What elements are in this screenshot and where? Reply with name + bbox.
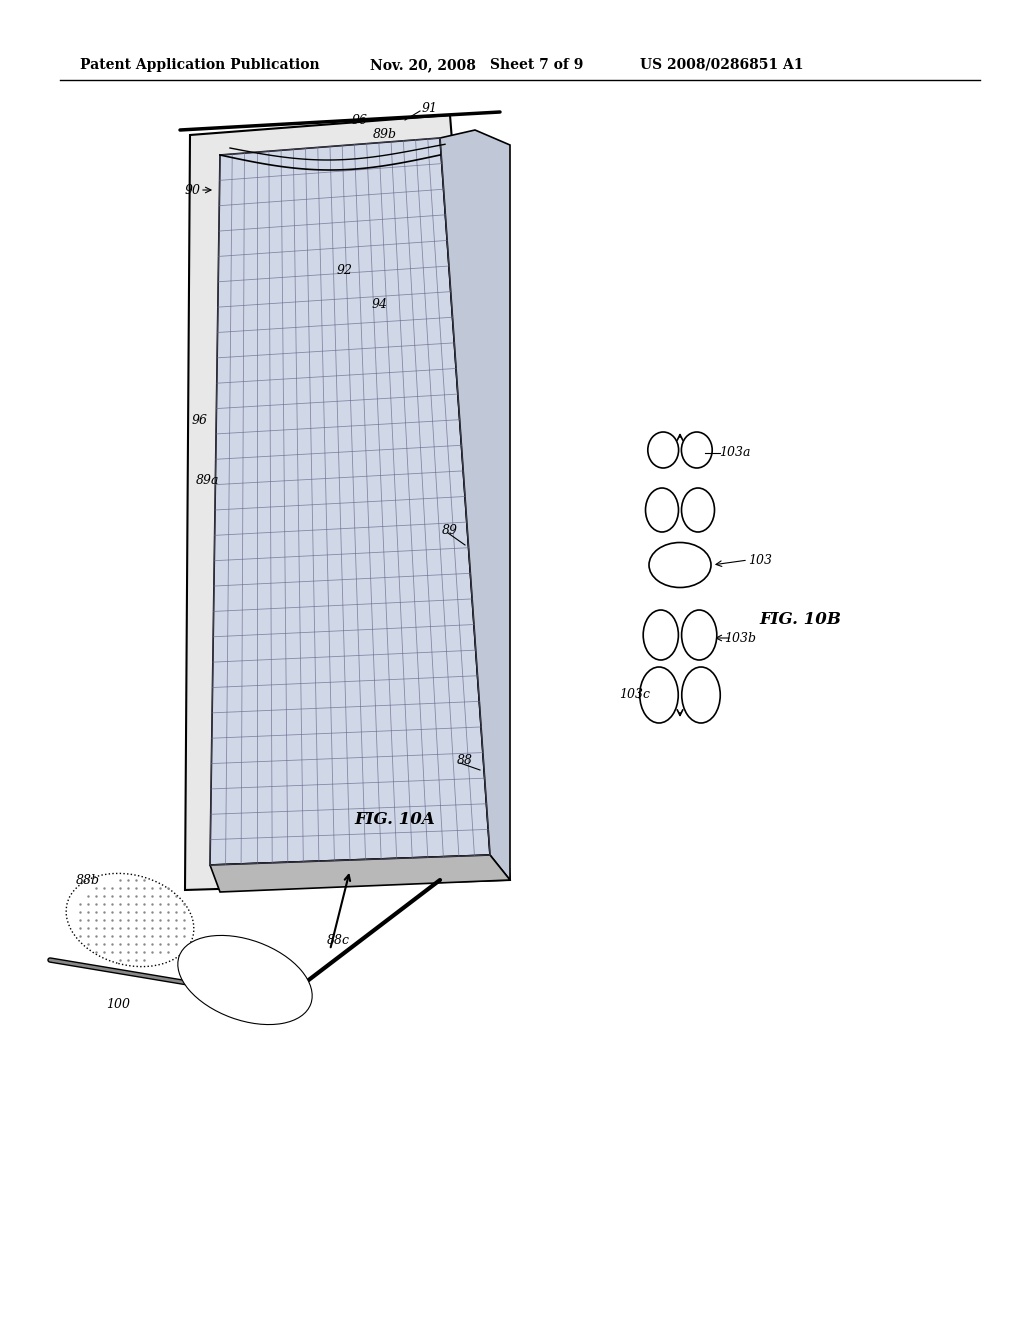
Text: 91: 91 (422, 102, 438, 115)
Ellipse shape (222, 965, 267, 995)
Text: US 2008/0286851 A1: US 2008/0286851 A1 (640, 58, 804, 73)
Text: FIG. 10A: FIG. 10A (354, 812, 435, 829)
Polygon shape (440, 129, 510, 880)
Text: Patent Application Publication: Patent Application Publication (80, 58, 319, 73)
Ellipse shape (201, 950, 290, 1010)
Text: 88c: 88c (327, 933, 349, 946)
Ellipse shape (178, 936, 312, 1024)
Text: 103c: 103c (620, 689, 650, 701)
Text: 96: 96 (352, 114, 368, 127)
Ellipse shape (681, 432, 713, 469)
Ellipse shape (648, 432, 679, 469)
Text: 103a: 103a (719, 446, 751, 458)
Ellipse shape (640, 667, 678, 723)
Text: 103: 103 (748, 553, 772, 566)
Ellipse shape (233, 973, 256, 987)
Text: 100: 100 (106, 998, 130, 1011)
Text: 92: 92 (337, 264, 353, 276)
Ellipse shape (643, 610, 678, 660)
Polygon shape (185, 115, 510, 890)
Text: 94: 94 (372, 298, 388, 312)
Text: 89b: 89b (373, 128, 397, 141)
Text: FIG. 10B: FIG. 10B (759, 611, 841, 628)
Ellipse shape (649, 543, 711, 587)
Ellipse shape (682, 667, 720, 723)
Ellipse shape (682, 610, 717, 660)
Text: 89a: 89a (197, 474, 220, 487)
Text: Sheet 7 of 9: Sheet 7 of 9 (490, 58, 584, 73)
Text: 103b: 103b (724, 631, 756, 644)
Polygon shape (210, 139, 490, 865)
Text: 88: 88 (457, 754, 473, 767)
Text: 88b: 88b (76, 874, 100, 887)
Ellipse shape (67, 874, 194, 966)
Ellipse shape (211, 958, 279, 1002)
Polygon shape (210, 855, 510, 892)
Ellipse shape (189, 942, 301, 1018)
Text: 90: 90 (185, 183, 201, 197)
Text: 96: 96 (193, 413, 208, 426)
Text: 89: 89 (442, 524, 458, 536)
Ellipse shape (682, 488, 715, 532)
Ellipse shape (645, 488, 679, 532)
Text: Nov. 20, 2008: Nov. 20, 2008 (370, 58, 476, 73)
